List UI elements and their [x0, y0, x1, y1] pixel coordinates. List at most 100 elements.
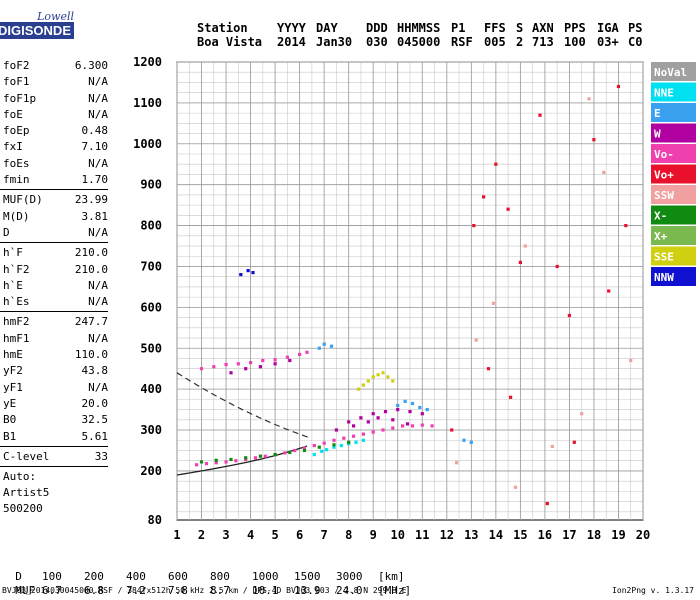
muf-value: 8.7: [210, 584, 230, 597]
legend-swatch: [651, 226, 696, 245]
legend-label: SSE: [654, 251, 674, 264]
param-value: 32.5: [81, 413, 109, 427]
header-value-9: 100: [564, 35, 586, 49]
y-tick-label: 600: [140, 300, 162, 314]
echo-point: [391, 379, 395, 383]
param-value: 210.0: [74, 246, 108, 260]
legend-label: NNE: [654, 87, 674, 100]
header-label-1: YYYY: [277, 21, 306, 35]
echo-point: [224, 363, 228, 367]
param-value: 33: [94, 449, 108, 463]
echo-point: [246, 269, 250, 273]
echo-point: [545, 502, 549, 506]
electron-density-profile-curve: [176, 372, 310, 439]
param-name: B0: [3, 413, 17, 427]
echo-point: [462, 438, 466, 442]
echo-point: [204, 462, 208, 466]
param-value: 0.48: [81, 124, 109, 138]
echo-point: [352, 424, 356, 428]
param-row: M(D) 3.81: [0, 209, 112, 225]
param-value: N/A: [88, 380, 108, 394]
echo-point: [523, 244, 527, 248]
y-tick-label: 80: [148, 513, 162, 527]
echo-point: [195, 463, 199, 467]
echo-point: [293, 448, 297, 453]
param-name: foF1: [3, 75, 30, 89]
x-tick-label: 3: [222, 528, 229, 542]
echo-point: [263, 454, 267, 458]
echo-point: [550, 444, 554, 448]
param-row: B1 5.61: [0, 429, 112, 445]
echo-point: [317, 346, 321, 350]
echo-point: [273, 358, 277, 362]
distance-value: 100: [42, 570, 62, 583]
legend-label: NNW: [654, 271, 674, 284]
echo-point: [469, 440, 473, 444]
param-row: foF1 N/A: [0, 74, 112, 90]
param-name: h`E: [3, 278, 23, 292]
x-tick-label: 14: [489, 528, 503, 542]
param-value: N/A: [88, 331, 108, 345]
echo-point: [602, 170, 606, 174]
header-label-11: PS: [628, 21, 643, 35]
legend-label: X-: [654, 210, 667, 223]
x-tick-label: 18: [587, 528, 601, 542]
echo-point: [376, 416, 380, 420]
x-tick-label: 7: [321, 528, 328, 542]
echo-point: [494, 162, 498, 166]
muf-row-label: MUF: [15, 584, 36, 597]
legend-swatch: [651, 164, 696, 184]
param-row: yF2 43.8: [0, 363, 112, 379]
echo-point: [273, 453, 277, 457]
echo-point: [251, 271, 255, 275]
echo-point: [214, 458, 218, 462]
legend-label: X+: [654, 230, 668, 243]
echo-point: [371, 412, 375, 416]
distance-value: 600: [168, 570, 188, 583]
param-name: foF1p: [3, 91, 37, 105]
echo-point: [244, 457, 248, 462]
x-tick-label: 4: [247, 528, 254, 542]
legend-swatch: [651, 62, 696, 81]
header-value-6: 005: [484, 35, 506, 49]
param-name: h`F: [3, 246, 23, 260]
echo-point: [425, 408, 429, 412]
x-tick-label: 5: [271, 528, 278, 542]
header-value-4: 045000: [397, 35, 441, 49]
y-tick-label: 500: [140, 341, 162, 355]
param-value: N/A: [88, 75, 108, 89]
header-value-1: 2014: [277, 35, 306, 49]
param-name: M(D): [3, 209, 30, 223]
echo-point: [555, 264, 559, 269]
echo-point: [405, 422, 410, 426]
distance-value: 1500: [294, 570, 321, 583]
echo-point: [329, 344, 334, 348]
echo-point: [455, 461, 459, 465]
y-tick-label: 300: [140, 423, 162, 437]
param-row: foF1p N/A: [0, 91, 112, 107]
y-tick-label: 200: [140, 464, 162, 478]
echo-point: [347, 420, 351, 424]
param-name: B1: [3, 429, 17, 443]
echo-point: [361, 383, 365, 387]
chart-legend: NoVal NNE EW Vo- Vo+ SSW X- X+ SSE NNW: [651, 62, 696, 286]
param-value: 3.81: [81, 209, 109, 223]
distance-value: [km]: [378, 570, 405, 583]
echo-point: [332, 445, 336, 449]
echo-point: [298, 352, 302, 356]
distance-value: 800: [210, 570, 230, 583]
param-name: foE: [3, 107, 23, 121]
param-value: N/A: [88, 107, 108, 121]
y-tick-label: 700: [140, 259, 162, 273]
echo-point: [288, 358, 292, 363]
echo-point: [334, 428, 338, 432]
legend-label: NoVal: [654, 66, 687, 79]
param-value: 210.0: [74, 262, 108, 276]
echo-point: [236, 362, 240, 366]
muf-value: 7.8: [168, 584, 188, 597]
echo-point: [354, 440, 358, 444]
param-row: C-level 33: [0, 449, 112, 465]
legend-label: E: [654, 107, 661, 120]
param-value: N/A: [88, 156, 108, 170]
param-row: h`E N/A: [0, 278, 112, 294]
